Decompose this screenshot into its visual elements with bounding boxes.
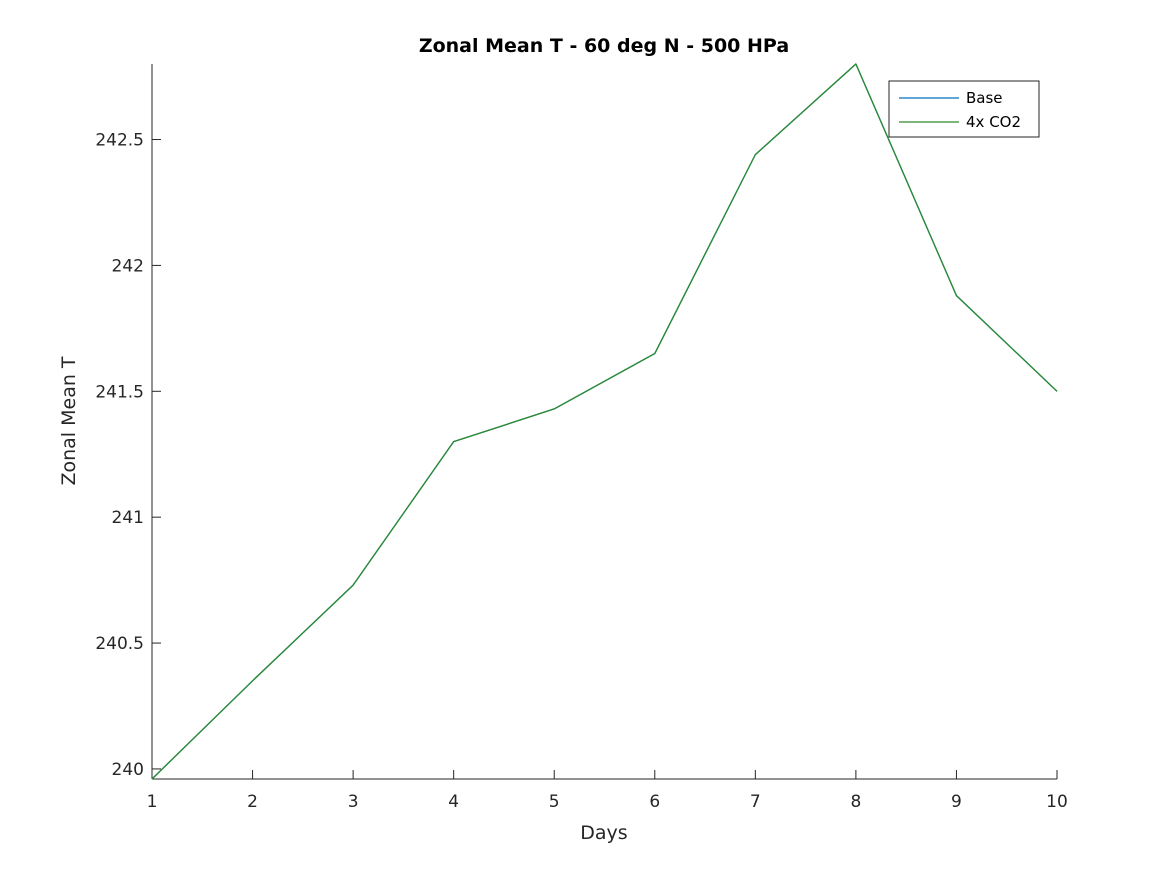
x-tick-label: 7 [750, 792, 761, 812]
x-tick-label: 6 [649, 792, 660, 812]
x-tick-label: 4 [448, 792, 459, 812]
series-lines [151, 63, 1058, 780]
x-tick-label: 9 [951, 792, 962, 812]
x-tick-label: 2 [247, 792, 258, 812]
x-tick-label: 5 [549, 792, 560, 812]
legend-label: Base [966, 89, 1003, 107]
y-tick-label: 242.5 [95, 131, 144, 151]
x-axis-label: Days [580, 822, 627, 844]
series-line-4x-co2 [151, 63, 1058, 780]
y-tick-label: 242 [112, 256, 144, 276]
y-tick-label: 240 [112, 760, 144, 780]
y-tick-label: 241 [112, 508, 144, 528]
y-axis-label: Zonal Mean T [58, 356, 80, 485]
axes: 1 2 3 4 5 6 7 8 9 10 240 240.5 241 241.5 242 242.5 [95, 64, 1068, 812]
y-tick-label: 240.5 [95, 634, 144, 654]
legend-box [888, 80, 1040, 138]
series-line-base [151, 63, 1058, 780]
x-tick-label: 1 [147, 792, 158, 812]
x-tick-label: 3 [348, 792, 359, 812]
chart-title: Zonal Mean T - 60 deg N - 500 HPa [419, 35, 789, 57]
x-tick-label: 10 [1046, 792, 1068, 812]
legend-label: 4x CO2 [966, 113, 1021, 131]
y-tick-label: 241.5 [95, 382, 144, 402]
x-tick-label: 8 [850, 792, 861, 812]
legend: Base 4x CO2 [888, 80, 1040, 138]
